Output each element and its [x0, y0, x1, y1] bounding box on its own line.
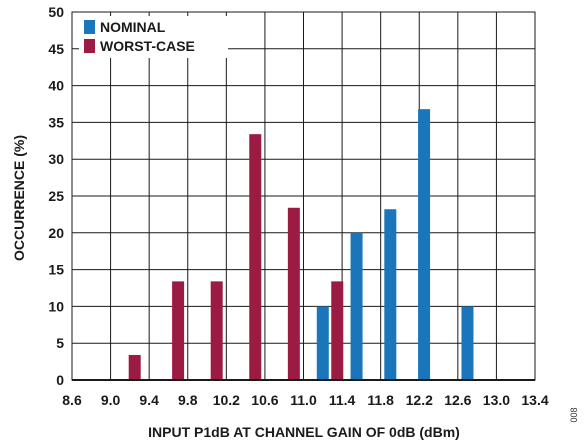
bar-nominal [350, 232, 363, 380]
x-tick-label: 11.8 [367, 392, 394, 408]
bar-nominal [418, 109, 431, 380]
x-tick-label: 10.2 [213, 392, 240, 408]
bar-nominal [316, 306, 329, 380]
y-tick-label: 20 [48, 225, 64, 241]
legend-swatch-worst-case [84, 39, 95, 53]
x-tick-label: 9.8 [178, 392, 198, 408]
bar-worst-case [172, 281, 185, 380]
y-tick-label: 40 [48, 78, 64, 94]
y-tick-label: 25 [48, 188, 64, 204]
x-tick-label: 12.6 [444, 392, 471, 408]
bar-worst-case [287, 207, 300, 380]
x-tick-label: 9.0 [101, 392, 121, 408]
legend-swatch-nominal [84, 20, 95, 34]
axes [71, 11, 536, 381]
bar-worst-case [210, 281, 223, 380]
bar-worst-case [128, 354, 141, 380]
x-tick-label: 13.4 [521, 392, 548, 408]
legend-background [79, 16, 228, 58]
bar-nominal [461, 306, 474, 380]
legend-label-worst-case: WORST-CASE [100, 38, 195, 54]
x-tick-label: 11.4 [329, 392, 356, 408]
x-axis-title: INPUT P1dB AT CHANNEL GAIN OF 0dB (dBm) [148, 424, 460, 440]
y-tick-label: 35 [48, 114, 64, 130]
bar-worst-case [249, 134, 262, 380]
y-tick-label: 50 [48, 4, 64, 20]
x-tick-label: 11.0 [290, 392, 317, 408]
bars [128, 109, 474, 380]
figure-id: 008 [569, 407, 579, 422]
x-tick-label: 10.6 [251, 392, 278, 408]
x-tick-label: 9.4 [139, 392, 159, 408]
x-tick-label: 13.0 [483, 392, 510, 408]
legend-label-nominal: NOMINAL [100, 19, 166, 35]
x-tick-label: 12.2 [406, 392, 433, 408]
y-tick-label: 0 [56, 372, 64, 388]
y-tick-label: 30 [48, 151, 64, 167]
y-tick-label: 5 [56, 335, 64, 351]
y-tick-label: 15 [48, 262, 64, 278]
y-tick-label: 10 [48, 298, 64, 314]
legend: NOMINAL WORST-CASE [79, 16, 228, 58]
y-axis-title: OCCURRENCE (%) [11, 135, 27, 261]
bar-worst-case [331, 281, 344, 380]
tick-labels: 8.6 9.0 9.4 9.8 10.2 10.6 11.0 11.4 11.8 12.2 12.6… [48, 4, 548, 408]
bar-nominal [384, 209, 397, 380]
x-tick-label: 8.6 [62, 392, 82, 408]
y-tick-label: 45 [48, 41, 64, 57]
